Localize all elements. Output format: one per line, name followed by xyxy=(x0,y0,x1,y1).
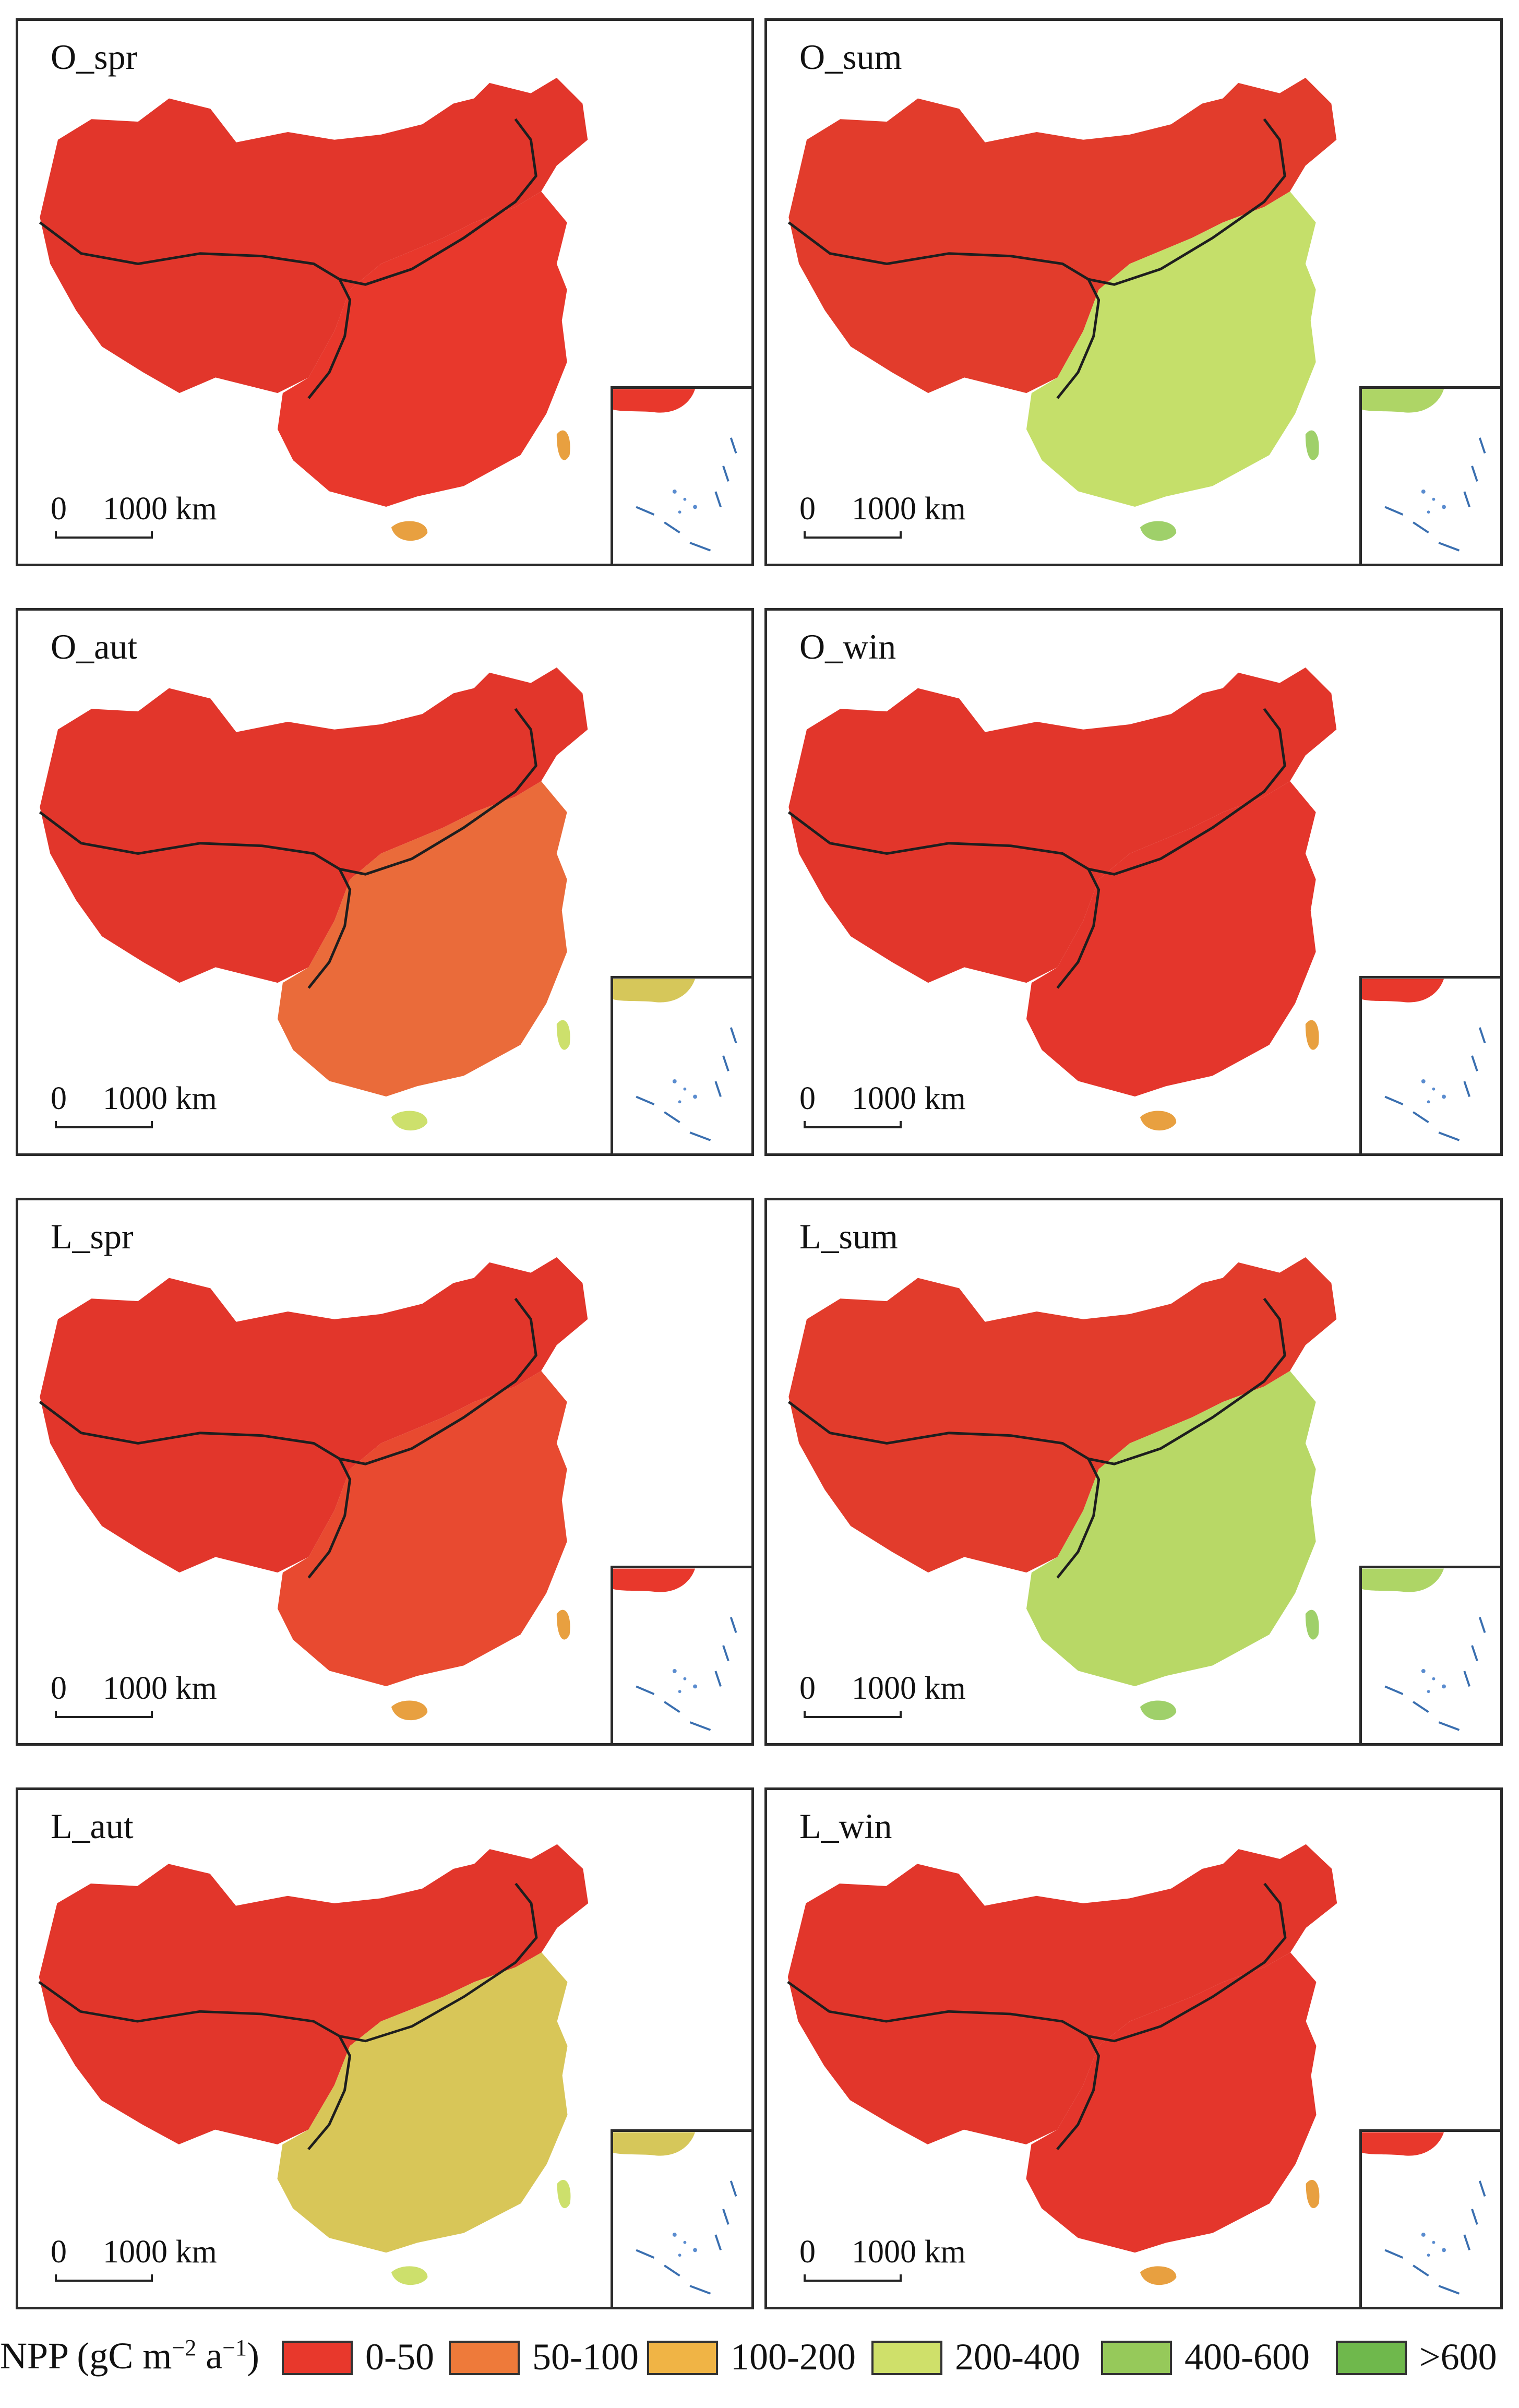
scale-line xyxy=(804,1711,902,1718)
map-panel-l-sum: L_sum 0 1000 km xyxy=(764,1198,1503,1746)
scale-bar: 0 1000 km xyxy=(51,1670,217,1722)
china-npp-map xyxy=(39,667,588,1131)
legend-label: 0-50 xyxy=(365,2336,434,2378)
legend-label: 400-600 xyxy=(1185,2336,1310,2378)
scale-zero-label: 0 xyxy=(51,2234,67,2270)
legend-swatch xyxy=(647,2341,718,2375)
legend-title-exp1: −2 xyxy=(172,2335,197,2361)
legend-title-mid: a xyxy=(196,2335,223,2377)
legend-label: 50-100 xyxy=(532,2336,639,2378)
panel-label: L_spr xyxy=(51,1217,134,1256)
scale-line xyxy=(804,531,902,539)
scale-line xyxy=(55,1121,153,1128)
scale-distance-label: 1000 km xyxy=(103,1081,217,1116)
china-npp-map xyxy=(787,1257,1337,1721)
npp-legend: NPP (gC m−2 a−1) 0-50 50-100 100-200 200… xyxy=(0,2320,1519,2398)
scale-distance-label: 1000 km xyxy=(852,491,966,527)
south-china-sea-inset xyxy=(611,976,751,1153)
inset-map xyxy=(1362,979,1486,1141)
south-china-sea-inset xyxy=(611,2129,751,2307)
map-panel-o-win: O_win 0 1000 km xyxy=(764,608,1503,1156)
china-npp-map xyxy=(787,667,1337,1131)
scale-distance-label: 1000 km xyxy=(103,1671,217,1706)
scale-distance-label: 1000 km xyxy=(103,491,217,527)
scale-zero-label: 0 xyxy=(799,491,816,527)
scale-line xyxy=(55,2274,153,2282)
south-china-sea-inset xyxy=(1359,386,1500,564)
inset-map xyxy=(1362,1568,1486,1731)
inset-map xyxy=(1362,389,1486,552)
scale-bar: 0 1000 km xyxy=(799,1670,966,1722)
legend-title-prefix: NPP (gC m xyxy=(0,2335,172,2377)
scale-zero-label: 0 xyxy=(51,491,67,527)
scale-bar: 0 1000 km xyxy=(51,2234,217,2286)
china-npp-map xyxy=(39,77,588,541)
panel-label: O_spr xyxy=(51,37,138,77)
legend-title: NPP (gC m−2 a−1) xyxy=(0,2334,259,2378)
south-china-sea-inset xyxy=(611,1566,751,1743)
map-panel-o-spr: O_spr 0 1000 km xyxy=(16,18,754,566)
map-panel-l-spr: L_spr 0 1000 km xyxy=(16,1198,754,1746)
scale-bar: 0 1000 km xyxy=(51,1080,217,1133)
china-npp-map xyxy=(39,1257,588,1721)
scale-distance-label: 1000 km xyxy=(852,2234,966,2270)
south-china-sea-inset xyxy=(611,386,751,564)
south-china-sea-inset xyxy=(1359,1566,1500,1743)
legend-label: >600 xyxy=(1419,2336,1497,2378)
scale-bar: 0 1000 km xyxy=(799,2234,966,2286)
legend-swatch xyxy=(449,2341,520,2375)
scale-bar: 0 1000 km xyxy=(51,491,217,543)
scale-distance-label: 1000 km xyxy=(852,1081,966,1116)
scale-line xyxy=(55,531,153,539)
panel-label: L_aut xyxy=(51,1806,134,1846)
inset-map xyxy=(1362,2132,1486,2295)
scale-line xyxy=(804,2274,902,2282)
legend-title-exp2: −1 xyxy=(222,2335,247,2361)
panel-label: O_sum xyxy=(799,37,902,77)
china-npp-map xyxy=(787,77,1337,541)
inset-map xyxy=(613,1568,737,1731)
scale-line xyxy=(55,1711,153,1718)
legend-swatch xyxy=(1101,2341,1172,2375)
map-panel-o-aut: O_aut 0 1000 km xyxy=(16,608,754,1156)
scale-zero-label: 0 xyxy=(799,1081,816,1116)
map-panel-l-aut: L_aut 0 1000 km xyxy=(16,1787,754,2309)
scale-distance-label: 1000 km xyxy=(852,1671,966,1706)
panel-label: O_aut xyxy=(51,627,138,666)
panel-label: O_win xyxy=(799,627,896,666)
china-npp-map xyxy=(787,1844,1337,2285)
scale-line xyxy=(804,1121,902,1128)
scale-zero-label: 0 xyxy=(799,1671,816,1706)
map-panel-l-win: L_win 0 1000 km xyxy=(764,1787,1503,2309)
inset-map xyxy=(613,2132,737,2295)
legend-swatch xyxy=(282,2341,353,2375)
legend-label: 100-200 xyxy=(731,2336,856,2378)
inset-map xyxy=(613,979,737,1141)
south-china-sea-inset xyxy=(1359,2129,1500,2307)
map-panel-o-sum: O_sum 0 1000 km xyxy=(764,18,1503,566)
scale-zero-label: 0 xyxy=(51,1671,67,1706)
legend-label: 200-400 xyxy=(955,2336,1080,2378)
inset-map xyxy=(613,389,737,552)
legend-title-suffix: ) xyxy=(247,2335,260,2377)
panel-label: L_sum xyxy=(799,1217,898,1256)
scale-bar: 0 1000 km xyxy=(799,1080,966,1133)
legend-swatch xyxy=(1336,2341,1407,2375)
china-npp-map xyxy=(38,1844,589,2285)
scale-bar: 0 1000 km xyxy=(799,491,966,543)
legend-swatch xyxy=(871,2341,942,2375)
scale-zero-label: 0 xyxy=(51,1081,67,1116)
south-china-sea-inset xyxy=(1359,976,1500,1153)
scale-distance-label: 1000 km xyxy=(103,2234,217,2270)
scale-zero-label: 0 xyxy=(799,2234,816,2270)
panel-label: L_win xyxy=(799,1806,892,1846)
